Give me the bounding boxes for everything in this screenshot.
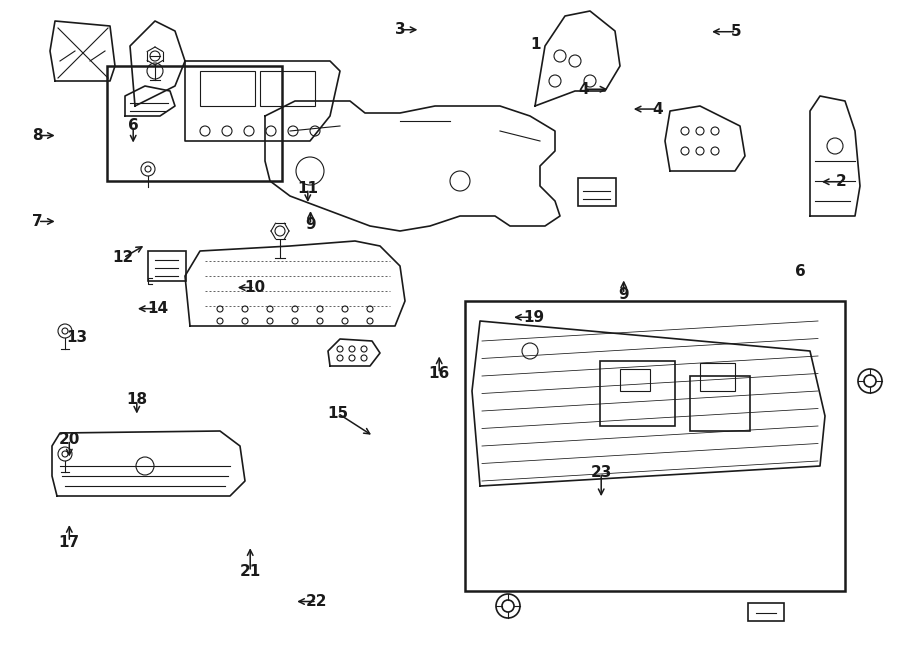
Text: 11: 11 xyxy=(297,181,319,196)
Text: 1: 1 xyxy=(530,38,541,52)
Text: 2: 2 xyxy=(836,175,847,189)
Text: 6: 6 xyxy=(128,118,139,133)
Text: 9: 9 xyxy=(618,287,629,301)
Text: 8: 8 xyxy=(32,128,43,143)
Text: 16: 16 xyxy=(428,366,450,381)
Text: 6: 6 xyxy=(795,264,806,278)
Text: 15: 15 xyxy=(327,406,348,420)
Text: 12: 12 xyxy=(112,251,134,265)
Text: 4: 4 xyxy=(652,102,663,116)
Text: 21: 21 xyxy=(239,564,261,579)
Text: 22: 22 xyxy=(306,594,328,609)
Text: 4: 4 xyxy=(578,82,589,97)
Text: 9: 9 xyxy=(305,217,316,232)
Text: 14: 14 xyxy=(147,301,168,316)
Text: 13: 13 xyxy=(66,330,87,344)
Text: 7: 7 xyxy=(32,214,43,229)
Text: 10: 10 xyxy=(244,280,266,295)
Text: 23: 23 xyxy=(590,465,612,480)
Text: 20: 20 xyxy=(58,432,80,447)
Text: 3: 3 xyxy=(395,22,406,37)
Text: 17: 17 xyxy=(58,535,80,549)
Text: 18: 18 xyxy=(126,393,148,407)
Text: 5: 5 xyxy=(731,24,742,39)
Text: 19: 19 xyxy=(523,310,544,325)
